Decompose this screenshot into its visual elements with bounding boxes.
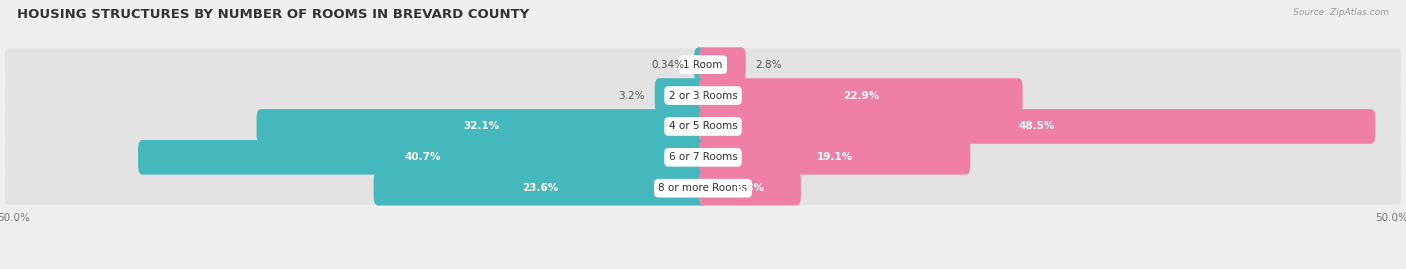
FancyBboxPatch shape [138, 140, 707, 175]
Text: 22.9%: 22.9% [842, 91, 879, 101]
Text: 0.34%: 0.34% [651, 60, 685, 70]
FancyBboxPatch shape [6, 110, 1400, 143]
Text: Source: ZipAtlas.com: Source: ZipAtlas.com [1294, 8, 1389, 17]
FancyBboxPatch shape [699, 78, 1022, 113]
Text: 2 or 3 Rooms: 2 or 3 Rooms [669, 91, 737, 101]
Text: 3.2%: 3.2% [619, 91, 645, 101]
Text: 23.6%: 23.6% [522, 183, 558, 193]
FancyBboxPatch shape [699, 171, 801, 206]
FancyBboxPatch shape [6, 141, 1400, 174]
Text: 40.7%: 40.7% [405, 152, 441, 162]
FancyBboxPatch shape [695, 47, 707, 82]
FancyBboxPatch shape [6, 172, 1400, 204]
Text: 6.8%: 6.8% [735, 183, 765, 193]
Text: 8 or more Rooms: 8 or more Rooms [658, 183, 748, 193]
FancyBboxPatch shape [699, 140, 970, 175]
FancyBboxPatch shape [655, 78, 707, 113]
Text: 19.1%: 19.1% [817, 152, 852, 162]
Text: 4 or 5 Rooms: 4 or 5 Rooms [669, 121, 737, 132]
FancyBboxPatch shape [699, 109, 1375, 144]
FancyBboxPatch shape [6, 48, 1400, 81]
Text: 32.1%: 32.1% [464, 121, 501, 132]
FancyBboxPatch shape [374, 171, 707, 206]
FancyBboxPatch shape [6, 79, 1400, 112]
Text: 1 Room: 1 Room [683, 60, 723, 70]
FancyBboxPatch shape [699, 47, 745, 82]
FancyBboxPatch shape [256, 109, 707, 144]
Text: 48.5%: 48.5% [1019, 121, 1056, 132]
Text: 2.8%: 2.8% [755, 60, 782, 70]
Text: 6 or 7 Rooms: 6 or 7 Rooms [669, 152, 737, 162]
Text: HOUSING STRUCTURES BY NUMBER OF ROOMS IN BREVARD COUNTY: HOUSING STRUCTURES BY NUMBER OF ROOMS IN… [17, 8, 529, 21]
